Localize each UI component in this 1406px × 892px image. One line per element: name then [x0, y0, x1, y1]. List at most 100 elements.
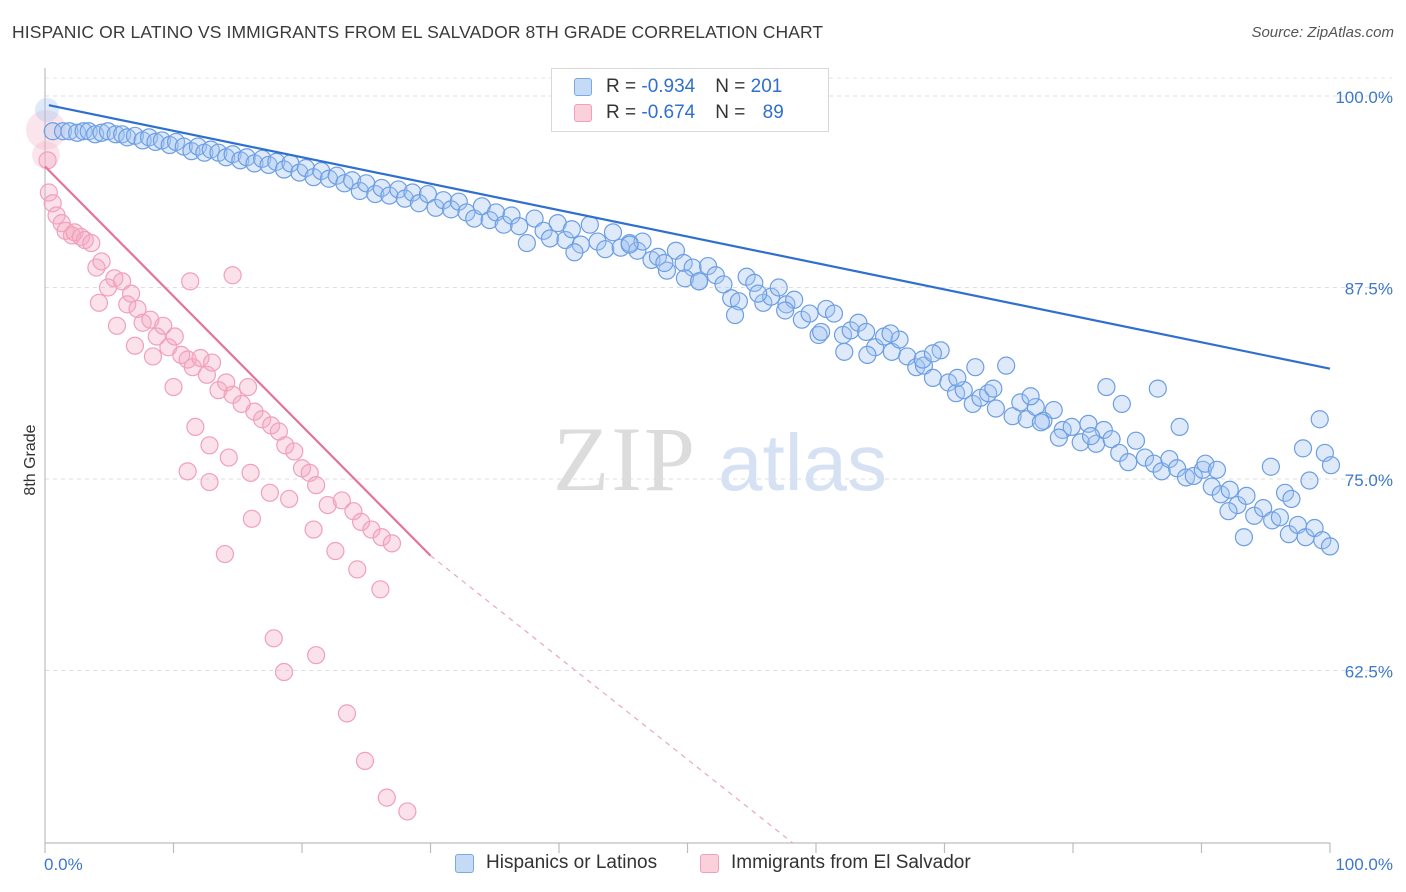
data-point-hispanics [698, 256, 718, 276]
data-point-hispanics [1196, 454, 1215, 473]
data-point-hispanics [1071, 433, 1090, 452]
series-hispanics-points [35, 98, 1341, 556]
data-point-hispanics [1044, 400, 1063, 420]
data-point-immigrants [65, 223, 84, 242]
data-point-hispanics [824, 304, 844, 323]
trend-line-immigrants-extension [430, 555, 794, 844]
data-point-immigrants [39, 183, 58, 202]
data-point-hispanics [1320, 537, 1340, 556]
data-point-hispanics [1021, 387, 1040, 406]
data-point-hispanics [494, 215, 513, 234]
data-point-hispanics [714, 275, 733, 294]
chart-source: Source: ZipAtlas.com [1251, 24, 1394, 41]
data-point-immigrants [372, 528, 391, 547]
data-point-hispanics [510, 217, 529, 236]
legend-r-value: -0.934 [641, 76, 696, 97]
data-point-hispanics [146, 132, 165, 152]
trend-lines [44, 104, 1331, 844]
legend-row-hispanics: R = -0.934 N = 201 [574, 74, 782, 100]
data-point-immigrants [326, 541, 345, 561]
data-point-immigrants [82, 233, 101, 253]
data-point-hispanics [1031, 413, 1050, 432]
legend-r-label: R = [606, 76, 642, 97]
data-point-hispanics [426, 198, 445, 217]
data-point-immigrants [274, 662, 294, 682]
data-point-immigrants [242, 509, 261, 528]
y-tick-label: 75.0% [1345, 471, 1393, 490]
data-point-hispanics [389, 180, 408, 199]
data-point-hispanics [1160, 449, 1179, 469]
data-point-hispanics [1293, 439, 1313, 458]
data-point-immigrants [107, 316, 127, 335]
data-point-immigrants [202, 353, 222, 372]
data-point-immigrants [318, 495, 337, 515]
data-point-immigrants [154, 316, 173, 335]
data-point-hispanics [603, 223, 623, 242]
data-point-hispanics [92, 123, 111, 142]
data-point-hispanics [655, 253, 674, 273]
data-point-hispanics [1102, 430, 1121, 449]
data-point-hispanics [74, 122, 93, 141]
data-point-hispanics [890, 330, 909, 349]
trend-line-immigrants [44, 165, 432, 557]
data-point-hispanics [517, 233, 536, 253]
data-point-immigrants [147, 327, 166, 346]
data-point-hispanics [596, 240, 615, 259]
chart-title: HISPANIC OR LATINO VS IMMIGRANTS FROM EL… [12, 22, 824, 42]
data-point-hispanics [60, 122, 79, 141]
data-point-hispanics [267, 152, 286, 171]
data-point-hispanics [1310, 410, 1329, 429]
data-point-hispanics [745, 273, 764, 293]
data-point-hispanics [35, 98, 59, 122]
data-point-hispanics [620, 235, 639, 254]
data-point-hispanics [849, 313, 868, 332]
legend-swatch-pink [700, 853, 719, 873]
data-point-immigrants [371, 580, 390, 599]
data-point-immigrants [215, 544, 234, 564]
data-point-immigrants [143, 347, 163, 366]
data-point-hispanics [118, 128, 137, 147]
data-point-immigrants [362, 520, 381, 539]
data-point-immigrants [238, 377, 258, 397]
data-point-hispanics [749, 284, 768, 303]
legend-n-label: N = [715, 76, 751, 97]
data-point-immigrants [348, 560, 367, 579]
data-point-immigrants [200, 436, 219, 455]
data-point-immigrants [307, 646, 326, 665]
data-point-immigrants [89, 293, 109, 312]
data-point-hispanics [1176, 468, 1196, 487]
data-point-hispanics [857, 322, 876, 342]
legend-item-immigrants[interactable]: Immigrants from El Salvador [700, 852, 971, 874]
data-point-hispanics [562, 220, 581, 239]
data-point-hispanics [812, 322, 831, 342]
legend-n-value: 201 [750, 76, 783, 97]
series-immigrants-points [26, 110, 417, 821]
legend-n-label: N = [715, 102, 751, 123]
data-point-hispanics [1081, 427, 1101, 446]
data-point-hispanics [1148, 379, 1167, 398]
y-axis-title: 8th Grade [22, 424, 39, 495]
correlation-legend: R = -0.934 N = 201 R = -0.674 N = 89 [551, 68, 829, 132]
legend-r-value: -0.674 [641, 102, 696, 123]
data-point-immigrants [181, 272, 200, 291]
data-point-hispanics [1211, 485, 1230, 504]
data-point-hispanics [1220, 480, 1239, 499]
data-point-immigrants [128, 299, 147, 319]
data-point-hispanics [689, 272, 709, 291]
data-point-hispanics [948, 368, 967, 387]
data-point-immigrants [276, 436, 295, 455]
data-point-hispanics [674, 253, 693, 273]
data-point-hispanics [835, 342, 854, 361]
data-point-immigrants [209, 381, 228, 400]
data-point-immigrants [245, 402, 264, 421]
data-point-immigrants [352, 512, 371, 531]
data-point-hispanics [403, 183, 422, 202]
legend-item-hispanics[interactable]: Hispanics or Latinos [455, 852, 657, 874]
data-point-hispanics [540, 229, 560, 248]
data-point-immigrants [223, 266, 242, 285]
legend-r-label: R = [606, 102, 642, 123]
x-tick-label: 100.0% [1335, 855, 1393, 874]
data-point-hispanics [1219, 502, 1238, 521]
axes [44, 68, 1331, 853]
legend-row-immigrants: R = -0.674 N = 89 [574, 100, 784, 126]
